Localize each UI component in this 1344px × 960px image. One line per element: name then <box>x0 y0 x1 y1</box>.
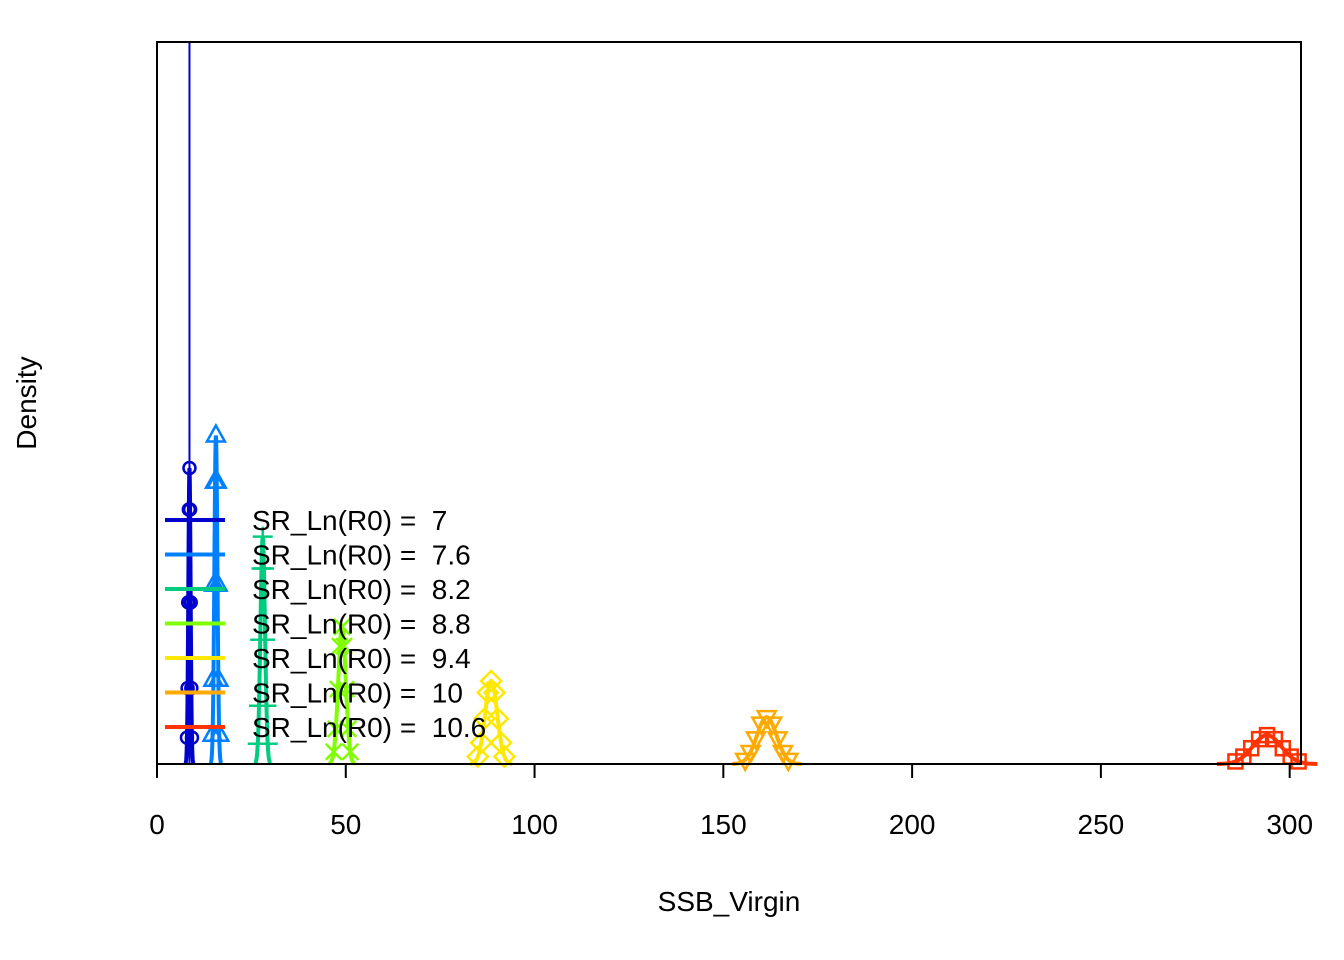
series-3-point <box>328 680 347 698</box>
series-3-point <box>326 719 345 738</box>
series-0-point <box>183 595 198 610</box>
series-4-point <box>489 730 513 755</box>
legend-label-4: SR_Ln(R0) = 9.4 <box>252 643 471 674</box>
series-3-point <box>331 637 349 655</box>
series-0 <box>179 42 200 765</box>
series-1-point <box>204 422 228 443</box>
series-4-point <box>469 730 493 755</box>
series-2-point <box>255 629 276 650</box>
series-5-point <box>755 709 778 730</box>
series-3-point <box>333 617 351 636</box>
series-3 <box>324 617 360 766</box>
series-5-point <box>777 752 800 773</box>
series-5-point <box>761 716 784 737</box>
x-tick-label: 200 <box>889 809 936 840</box>
series-2-point <box>252 526 273 547</box>
series-2 <box>247 526 278 765</box>
legend: SR_Ln(R0) = 7SR_Ln(R0) = 7.6SR_Ln(R0) = … <box>165 505 486 743</box>
series-3-point <box>341 742 360 761</box>
x-tick-label: 150 <box>700 809 747 840</box>
series-4-point <box>492 744 517 769</box>
series-4 <box>466 669 517 769</box>
y-axis-title: Density <box>11 356 42 449</box>
legend-label-1: SR_Ln(R0) = 7.6 <box>252 540 471 571</box>
series-5 <box>732 709 802 773</box>
series-4-point <box>486 706 510 731</box>
series-6 <box>1216 726 1318 770</box>
series-6-point <box>1290 753 1307 770</box>
x-tick-label: 0 <box>149 809 165 840</box>
series-3-point <box>337 680 356 698</box>
series-5-point <box>766 731 789 751</box>
series-1-curve <box>208 435 223 765</box>
series-3-point <box>324 742 343 761</box>
series-1-point <box>205 469 228 489</box>
series-0-point <box>182 460 197 476</box>
x-axis-title: SSB_Virgin <box>658 886 801 917</box>
x-axis: 0 50 100 150 200 250 300 <box>149 764 1313 840</box>
legend-label-5: SR_Ln(R0) = 10 <box>252 678 463 709</box>
series-1-point <box>207 667 230 688</box>
series-2-point <box>256 695 277 716</box>
x-tick-label: 250 <box>1078 809 1125 840</box>
series-4-point <box>479 669 503 693</box>
legend-label-2: SR_Ln(R0) = 8.2 <box>252 574 471 605</box>
series-4-point <box>466 744 490 769</box>
legend-label-0: SR_Ln(R0) = 7 <box>252 505 447 536</box>
series-3-point <box>339 719 358 738</box>
legend-label-3: SR_Ln(R0) = 8.8 <box>252 609 471 640</box>
series-5-point <box>744 731 768 751</box>
series-4-point <box>482 680 507 705</box>
series-0-point <box>184 730 200 745</box>
series-2-point <box>253 558 274 579</box>
x-tick-label: 300 <box>1266 809 1313 840</box>
series-0-point <box>179 730 195 745</box>
x-tick-label: 100 <box>511 809 558 840</box>
legend-label-6: SR_Ln(R0) = 10.6 <box>252 712 486 743</box>
series-0-point <box>182 502 198 517</box>
series-1-point <box>208 722 231 743</box>
series-1 <box>201 422 231 765</box>
series-4-curve <box>469 678 513 766</box>
series-2-point <box>257 733 278 754</box>
series-5-point <box>739 744 762 765</box>
plot-frame <box>156 41 1302 765</box>
series-3-point <box>335 637 353 655</box>
x-tick-label: 50 <box>330 809 361 840</box>
